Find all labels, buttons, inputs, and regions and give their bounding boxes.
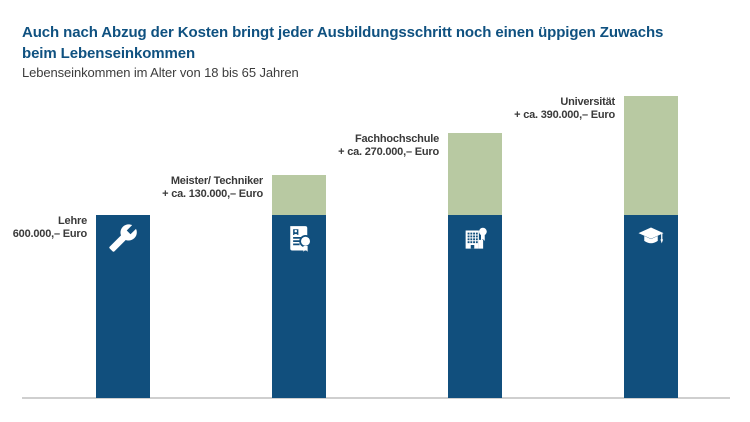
- chart-title: Auch nach Abzug der Kosten bringt jeder …: [22, 22, 712, 64]
- bar-label-value: + ca. 390.000,– Euro: [514, 109, 615, 121]
- bar-label-name: Fachhochschule: [355, 133, 439, 145]
- bar-group-4: [624, 96, 678, 398]
- certificate-icon: [284, 223, 314, 253]
- wrench-icon: [108, 223, 138, 253]
- chart-title-line1: Auch nach Abzug der Kosten bringt jeder …: [22, 24, 664, 41]
- bar-group-1: [96, 215, 150, 398]
- bar-group-3: [448, 133, 502, 398]
- x-axis-baseline: [22, 397, 730, 399]
- bar-label-3: Fachhochschule + ca. 270.000,– Euro: [239, 133, 439, 159]
- bar-label-1: Lehre 600.000,– Euro: [0, 215, 87, 241]
- bar-label-name: Meister/ Techniker: [170, 175, 263, 187]
- bar-base-segment: [272, 215, 326, 398]
- bar-label-name: Universität: [560, 96, 615, 108]
- bar-gain-segment: [624, 96, 678, 215]
- bar-label-value: + ca. 270.000,– Euro: [338, 146, 439, 158]
- bar-gain-segment: [448, 133, 502, 215]
- bar-base-segment: [96, 215, 150, 398]
- graduation-cap-icon: [636, 223, 666, 253]
- bar-base-segment: [448, 215, 502, 398]
- university-building-icon: [460, 223, 490, 253]
- bar-label-value: + ca. 130.000,– Euro: [162, 188, 263, 200]
- bar-label-4: Universität + ca. 390.000,– Euro: [415, 96, 615, 122]
- bar-group-2: [272, 175, 326, 398]
- bar-gain-segment: [272, 175, 326, 215]
- chart-subtitle: Lebenseinkommen im Alter von 18 bis 65 J…: [22, 65, 299, 80]
- chart-title-line2: beim Lebenseinkommen: [22, 45, 196, 62]
- bar-label-name: Lehre: [58, 215, 87, 227]
- bar-base-segment: [624, 215, 678, 398]
- bar-label-2: Meister/ Techniker + ca. 130.000,– Euro: [63, 175, 263, 201]
- bar-label-value: 600.000,– Euro: [12, 228, 87, 240]
